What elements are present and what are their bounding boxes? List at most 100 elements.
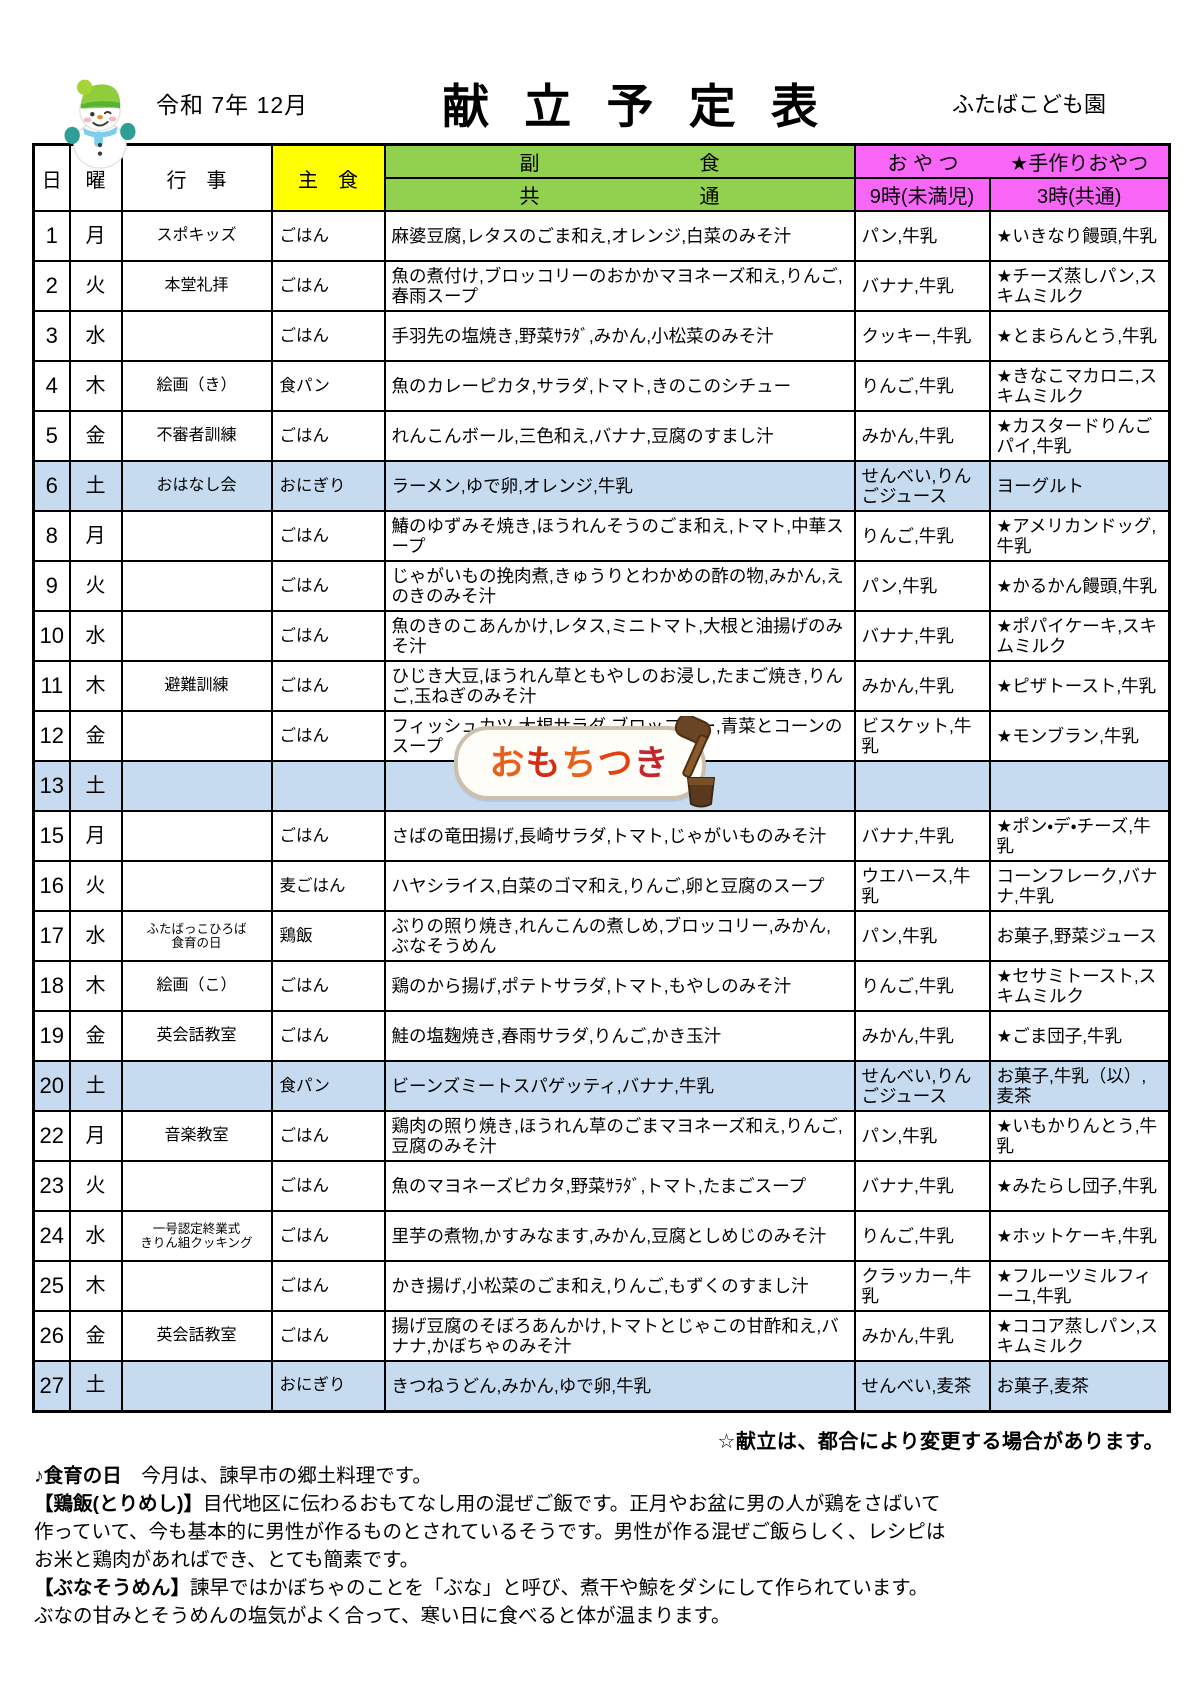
menu-row: 6 土 おはなし会 おにぎり ラーメン,ゆで卵,オレンジ,牛乳 せんべい,りんご… — [32, 460, 1171, 512]
staple-cell: ごはん — [270, 960, 386, 1012]
snack-9am-cell: みかん,牛乳 — [853, 410, 991, 462]
weekday-cell: 土 — [68, 1060, 123, 1112]
snack-9am-cell: バナナ,牛乳 — [853, 810, 991, 862]
side-dish-cell: ラーメン,ゆで卵,オレンジ,牛乳 — [383, 460, 856, 512]
weekday-cell: 水 — [68, 910, 123, 962]
menu-table-body: 1 月 スポキッズ ごはん 麻婆豆腐,レタスのごま和え,オレンジ,白菜のみそ汁 … — [32, 210, 1171, 1412]
school-name: ふたばこども園 — [951, 91, 1106, 117]
col-header-snack: お や つ — [887, 153, 959, 175]
snack-3pm-cell: ★ポン・デ・チーズ,牛乳 — [988, 810, 1171, 862]
side-dish-cell: 魚のマヨネーズピカタ,野菜ｻﾗﾀﾞ,トマト,たまごスープ — [383, 1160, 856, 1212]
day-cell: 26 — [32, 1310, 71, 1362]
date-label: 令和 7年 12月 — [156, 91, 309, 118]
side-dish-cell: きつねうどん,みかん,ゆで卵,牛乳 — [383, 1360, 856, 1412]
weekday-cell: 火 — [68, 560, 123, 612]
staple-cell: ごはん — [270, 410, 386, 462]
page-header: 令和 7年 12月 献立予定表 ふたばこども園 — [0, 0, 1200, 169]
staple-cell: ごはん — [270, 710, 386, 762]
side-dish-cell: 麻婆豆腐,レタスのごま和え,オレンジ,白菜のみそ汁 — [383, 210, 856, 262]
day-cell: 13 — [32, 760, 71, 812]
day-cell: 15 — [32, 810, 71, 862]
day-cell: 19 — [32, 1010, 71, 1062]
mallet-icon — [674, 716, 715, 808]
day-cell: 6 — [32, 460, 71, 512]
page-title: 献立予定表 — [442, 80, 854, 133]
weekday-cell: 土 — [68, 460, 123, 512]
weekday-cell: 金 — [68, 1310, 123, 1362]
staple-cell: ごはん — [270, 510, 386, 562]
snack-9am-cell: バナナ,牛乳 — [853, 610, 991, 662]
snack-9am-cell: ウエハース,牛乳 — [853, 860, 991, 912]
weekday-cell: 金 — [68, 410, 123, 462]
snack-9am-cell: みかん,牛乳 — [853, 660, 991, 712]
staple-cell: ごはん — [270, 1010, 386, 1062]
snack-3pm-cell: ★チーズ蒸しパン,スキムミルク — [988, 260, 1171, 312]
event-cell: 避難訓練 — [120, 660, 273, 712]
snack-9am-cell: りんご,牛乳 — [853, 960, 991, 1012]
snack-3pm-cell: ★ホットケーキ,牛乳 — [988, 1210, 1171, 1262]
snack-3pm-cell: ★モンブラン,牛乳 — [988, 710, 1171, 762]
snack-3pm-cell: ★ピザトースト,牛乳 — [988, 660, 1171, 712]
side-dish-cell: 鰆のゆずみそ焼き,ほうれんそうのごま和え,トマト,中華スープ — [383, 510, 856, 562]
menu-row: 10 水 ごはん 魚のきのこあんかけ,レタス,ミニトマト,大根と油揚げのみそ汁 … — [32, 610, 1171, 662]
staple-cell: 食パン — [270, 360, 386, 412]
staple-cell: おにぎり — [270, 460, 386, 512]
staple-cell: ごはん — [270, 810, 386, 862]
menu-row: 11 木 避難訓練 ごはん ひじき大豆,ほうれん草ともやしのお浸し,たまご焼き,… — [32, 660, 1171, 712]
col-header-handmade-snack: ★手作りおやつ — [1010, 153, 1149, 175]
snowman-icon — [64, 79, 136, 169]
weekday-cell: 土 — [68, 1360, 123, 1412]
menu-row: 12 金 ごはん フィッシュカツ,大根サラダ,ブロッコリー,青菜とコーンのスープ… — [32, 710, 1171, 762]
note-line: ぶなの甘みとそうめんの塩気がよく合って、寒い日に食べると体が温まります。 — [34, 1604, 731, 1627]
weekday-cell: 水 — [68, 610, 123, 662]
event-cell — [120, 1260, 273, 1312]
event-cell — [120, 710, 273, 762]
staple-cell: 食パン — [270, 1060, 386, 1112]
snack-9am-cell: みかん,牛乳 — [853, 1310, 991, 1362]
snack-9am-cell: クッキー,牛乳 — [853, 310, 991, 362]
staple-cell: ごはん — [270, 610, 386, 662]
day-cell: 16 — [32, 860, 71, 912]
snack-3pm-cell: ★とまらんとう,牛乳 — [988, 310, 1171, 362]
side-dish-cell: ビーンズミートスパゲッティ,バナナ,牛乳 — [383, 1060, 856, 1112]
day-cell: 4 — [32, 360, 71, 412]
snack-3pm-cell: ★カスタードりんごパイ,牛乳 — [988, 410, 1171, 462]
event-cell: おはなし会 — [120, 460, 273, 512]
side-dish-cell: れんこんボール,三色和え,バナナ,豆腐のすまし汁 — [383, 410, 856, 462]
menu-row: 23 火 ごはん 魚のマヨネーズピカタ,野菜ｻﾗﾀﾞ,トマト,たまごスープ バナ… — [32, 1160, 1171, 1212]
staple-cell: ごはん — [270, 1160, 386, 1212]
weekday-cell: 月 — [68, 1110, 123, 1162]
menu-table-container: 日 曜 行 事 主 食 副 食 お や つ ★手作りおやつ 共 通 — [32, 143, 1171, 1413]
menu-row: 2 火 本堂礼拝 ごはん 魚の煮付け,ブロッコリーのおかかマヨネーズ和え,りんご… — [32, 260, 1171, 312]
weekday-cell: 木 — [68, 660, 123, 712]
side-dish-cell: さばの竜田揚げ,長崎サラダ,トマト,じゃがいものみそ汁 — [383, 810, 856, 862]
menu-row: 19 金 英会話教室 ごはん 鮭の塩麹焼き,春雨サラダ,りんご,かき玉汁 みかん… — [32, 1010, 1171, 1062]
snack-3pm-cell: お菓子,麦茶 — [988, 1360, 1171, 1412]
menu-row: 8 月 ごはん 鰆のゆずみそ焼き,ほうれんそうのごま和え,トマト,中華スープ り… — [32, 510, 1171, 562]
menu-row: 4 木 絵画（き） 食パン 魚のカレーピカタ,サラダ,トマト,きのこのシチュー … — [32, 360, 1171, 412]
menu-row: 27 土 おにぎり きつねうどん,みかん,ゆで卵,牛乳 せんべい,麦茶 お菓子,… — [32, 1360, 1171, 1412]
snack-9am-cell: せんべい,りんごジュース — [853, 1060, 991, 1112]
snack-3pm-cell: ★セサミトースト,スキムミルク — [988, 960, 1171, 1012]
day-cell: 20 — [32, 1060, 71, 1112]
event-cell — [120, 1360, 273, 1412]
side-dish-cell: 鮭の塩麹焼き,春雨サラダ,りんご,かき玉汁 — [383, 1010, 856, 1062]
side-dish-cell: 里芋の煮物,かすみなます,みかん,豆腐としめじのみそ汁 — [383, 1210, 856, 1262]
col-header-snack-9am: 9時(未満児) — [853, 177, 991, 212]
weekday-cell: 金 — [68, 710, 123, 762]
side-dish-cell: 魚の煮付け,ブロッコリーのおかかマヨネーズ和え,りんご,春雨スープ — [383, 260, 856, 312]
menu-row: 18 木 絵画（こ） ごはん 鶏のから揚げ,ポテトサラダ,トマト,もやしのみそ汁… — [32, 960, 1171, 1012]
day-cell: 5 — [32, 410, 71, 462]
side-dish-cell: じゃがいもの挽肉煮,きゅうりとわかめの酢の物,みかん,えのきのみそ汁 — [383, 560, 856, 612]
weekday-cell: 月 — [68, 210, 123, 262]
snack-9am-cell: バナナ,牛乳 — [853, 1160, 991, 1212]
menu-row: 26 金 英会話教室 ごはん 揚げ豆腐のそぼろあんかけ,トマトとじゃこの甘酢和え… — [32, 1310, 1171, 1362]
event-cell — [120, 560, 273, 612]
menu-row: 9 火 ごはん じゃがいもの挽肉煮,きゅうりとわかめの酢の物,みかん,えのきのみ… — [32, 560, 1171, 612]
menu-table: 日 曜 行 事 主 食 副 食 お や つ ★手作りおやつ 共 通 — [32, 143, 1171, 1413]
snack-3pm-cell: ★いもかりんとう,牛乳 — [988, 1110, 1171, 1162]
weekday-cell: 月 — [68, 510, 123, 562]
weekday-cell: 水 — [68, 310, 123, 362]
day-cell: 22 — [32, 1110, 71, 1162]
